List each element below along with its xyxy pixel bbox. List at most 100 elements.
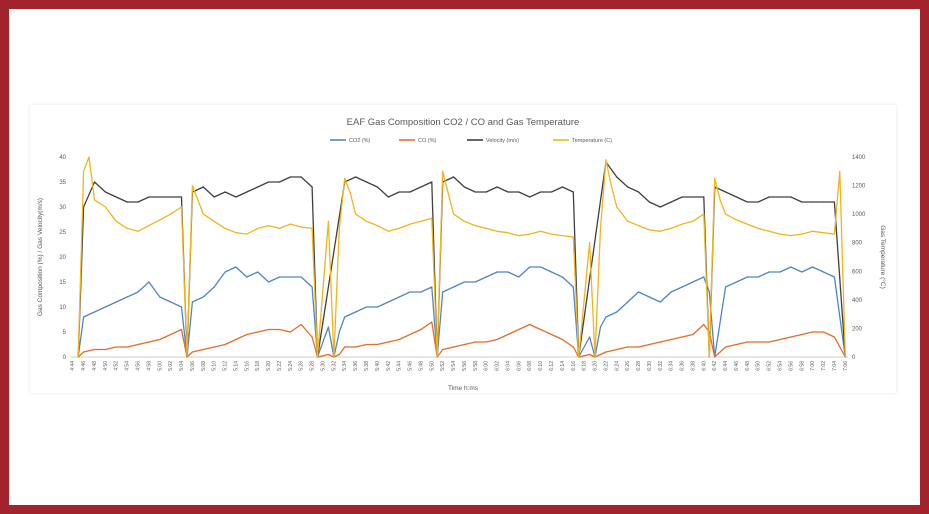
- data-point: [338, 353, 340, 356]
- data-point: [812, 201, 814, 203]
- data-point: [735, 281, 738, 283]
- series-line: [77, 161, 846, 358]
- data-point: [257, 227, 259, 229]
- x-tick-label: 5:32: [331, 361, 337, 371]
- x-tick-label: 4:48: [92, 361, 98, 371]
- data-point: [289, 223, 291, 225]
- data-point: [224, 271, 226, 273]
- y2-axis-title: Gas Temperature (°C): [879, 225, 887, 289]
- x-tick-label: 6:12: [549, 361, 555, 371]
- data-point: [180, 206, 183, 208]
- data-point: [550, 233, 553, 235]
- data-point: [463, 186, 465, 188]
- data-point: [681, 196, 683, 198]
- data-point: [599, 227, 602, 229]
- x-tick-label: 6:32: [658, 361, 664, 371]
- data-point: [485, 276, 487, 278]
- x-tick-label: 6:26: [625, 361, 631, 371]
- data-point: [365, 220, 368, 222]
- data-point: [779, 338, 781, 341]
- data-point: [616, 206, 618, 208]
- data-point: [115, 196, 117, 198]
- data-point: [485, 191, 487, 193]
- data-point: [540, 266, 542, 268]
- data-point: [115, 220, 117, 222]
- y-tick-label: 15: [59, 280, 66, 286]
- data-point: [387, 341, 389, 343]
- data-point: [431, 321, 433, 323]
- data-point: [822, 271, 825, 273]
- data-point: [398, 227, 400, 229]
- data-point: [507, 232, 509, 234]
- x-tick-label: 5:54: [451, 361, 457, 371]
- x-tick-label: 6:38: [690, 361, 696, 371]
- x-tick-label: 5:52: [440, 361, 446, 371]
- x-tick-label: 6:56: [788, 361, 794, 371]
- data-point: [725, 213, 727, 215]
- data-point: [599, 326, 602, 328]
- data-point: [507, 333, 509, 336]
- data-point: [365, 343, 368, 346]
- data-point: [529, 233, 531, 235]
- data-point: [338, 227, 340, 229]
- x-tick-label: 6:48: [745, 361, 751, 371]
- data-point: [148, 341, 150, 343]
- x-tick-label: 5:58: [473, 361, 479, 371]
- y2-tick-label: 1200: [852, 184, 866, 190]
- data-point: [812, 230, 814, 232]
- x-tick-label: 5:16: [244, 361, 250, 371]
- y-tick-label: 5: [63, 330, 67, 336]
- data-point: [735, 196, 738, 198]
- data-point: [714, 177, 716, 179]
- data-point: [202, 296, 204, 298]
- x-tick-label: 6:28: [636, 361, 642, 371]
- data-point: [507, 271, 509, 273]
- data-point: [311, 227, 313, 229]
- data-point: [540, 328, 542, 331]
- data-point: [355, 311, 357, 313]
- data-point: [170, 213, 172, 215]
- x-tick-label: 7:04: [832, 361, 838, 371]
- x-tick-label: 6:50: [756, 361, 762, 371]
- data-point: [496, 338, 498, 341]
- data-point: [289, 331, 291, 333]
- data-point: [355, 213, 357, 215]
- data-point: [572, 346, 574, 348]
- data-point: [757, 201, 759, 203]
- data-point: [398, 191, 400, 193]
- y2-tick-label: 200: [852, 326, 863, 332]
- data-point: [725, 346, 727, 348]
- data-point: [115, 301, 117, 303]
- x-tick-label: 6:16: [571, 361, 577, 371]
- data-point: [561, 235, 564, 237]
- chart-legend: CO2 (%) CO (%) Velocity (m/s) Temperature (…: [330, 138, 612, 144]
- data-point: [757, 276, 759, 278]
- data-point: [659, 301, 661, 303]
- data-point: [725, 286, 727, 288]
- legend-label: CO2 (%): [349, 138, 371, 144]
- data-point: [355, 176, 357, 178]
- data-point: [550, 271, 553, 273]
- data-point: [104, 206, 106, 208]
- x-tick-label: 5:56: [462, 361, 468, 371]
- data-point: [376, 225, 378, 227]
- eaf-gas-chart: EAF Gas Composition CO2 / CO and Gas Tem…: [37, 117, 887, 392]
- data-point: [409, 223, 411, 225]
- data-point: [659, 230, 661, 232]
- data-point: [442, 170, 444, 172]
- x-tick-label: 5:14: [233, 361, 239, 371]
- data-point: [300, 276, 302, 278]
- data-point: [768, 341, 770, 343]
- data-point: [126, 346, 128, 348]
- data-point: [93, 199, 96, 201]
- data-point: [170, 196, 172, 198]
- data-point: [93, 181, 96, 183]
- data-point: [431, 181, 433, 183]
- data-point: [589, 336, 591, 338]
- data-point: [768, 230, 770, 232]
- data-point: [376, 343, 378, 346]
- x-tick-label: 5:04: [179, 361, 185, 371]
- x-tick-label: 6:08: [527, 361, 533, 371]
- data-point: [268, 181, 270, 183]
- legend-label: Temperature (C): [572, 138, 612, 144]
